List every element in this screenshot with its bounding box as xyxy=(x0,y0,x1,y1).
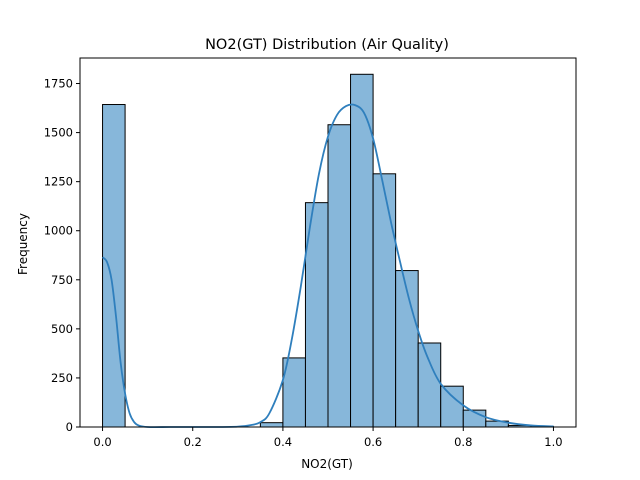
histogram-bar-9 xyxy=(440,385,464,428)
y-tick-label-4: 1000 xyxy=(44,224,73,238)
chart-title: NO2(GT) Distribution (Air Quality) xyxy=(205,37,449,53)
y-tick-label-3: 750 xyxy=(51,273,73,287)
y-axis-label: Frequency xyxy=(16,213,30,275)
y-tick-label-5: 1250 xyxy=(44,175,73,189)
x-axis-label: NO2(GT) xyxy=(301,457,353,471)
y-axis-ticks: 0 250 500 750 1000 1250 1500 1750 xyxy=(44,77,80,434)
histogram-bar-1 xyxy=(259,422,284,428)
kde-curve xyxy=(101,103,554,429)
y-tick-label-6: 1500 xyxy=(44,126,73,140)
axes-frame xyxy=(79,57,577,428)
y-tick-label-2: 500 xyxy=(51,322,73,336)
x-tick-label-1: 0.2 xyxy=(184,435,202,449)
y-tick-label-0: 0 xyxy=(66,420,73,434)
x-axis-ticks: 0.0 0.2 0.4 0.6 0.8 1.0 xyxy=(93,427,563,449)
histogram-bar-8 xyxy=(417,342,442,428)
y-tick-label-1: 250 xyxy=(51,371,73,385)
x-tick-label-0: 0.0 xyxy=(93,435,111,449)
x-tick-label-5: 1.0 xyxy=(544,435,562,449)
histogram-bar-0 xyxy=(102,104,126,428)
histogram-bars xyxy=(102,73,554,428)
y-tick-label-7: 1750 xyxy=(44,77,73,91)
plot-area xyxy=(79,57,577,429)
x-tick-label-2: 0.4 xyxy=(274,435,292,449)
histogram-bar-4 xyxy=(327,124,352,428)
x-tick-label-3: 0.6 xyxy=(364,435,382,449)
x-tick-label-4: 0.8 xyxy=(454,435,472,449)
histogram-bar-6 xyxy=(372,173,397,428)
